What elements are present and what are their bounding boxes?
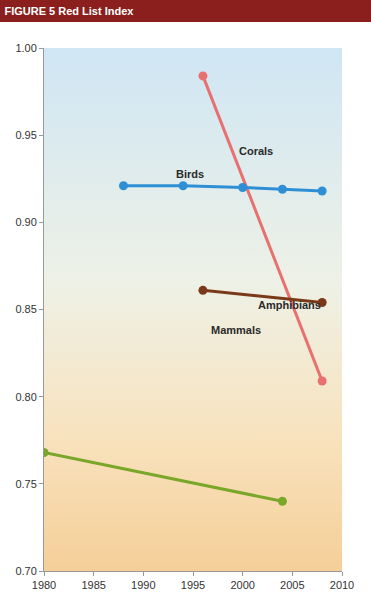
svg-text:0.90: 0.90: [15, 216, 36, 228]
svg-text:0.80: 0.80: [15, 391, 36, 403]
svg-text:Mammals: Mammals: [211, 324, 261, 336]
svg-text:0.70: 0.70: [15, 565, 36, 577]
svg-text:Birds: Birds: [176, 168, 204, 180]
svg-text:1990: 1990: [131, 579, 155, 591]
svg-text:1.00: 1.00: [15, 42, 36, 54]
svg-text:2005: 2005: [280, 579, 304, 591]
svg-text:1980: 1980: [32, 579, 56, 591]
svg-text:FIGURE 5 Red List Index: FIGURE 5 Red List Index: [4, 5, 134, 17]
svg-text:Amphibians: Amphibians: [258, 299, 321, 311]
svg-text:1985: 1985: [81, 579, 105, 591]
svg-text:2010: 2010: [330, 579, 354, 591]
svg-text:Corals: Corals: [239, 145, 273, 157]
svg-text:2000: 2000: [230, 579, 254, 591]
svg-text:0.85: 0.85: [15, 303, 36, 315]
svg-text:0.75: 0.75: [15, 478, 36, 490]
svg-text:1995: 1995: [181, 579, 205, 591]
svg-text:0.95: 0.95: [15, 129, 36, 141]
